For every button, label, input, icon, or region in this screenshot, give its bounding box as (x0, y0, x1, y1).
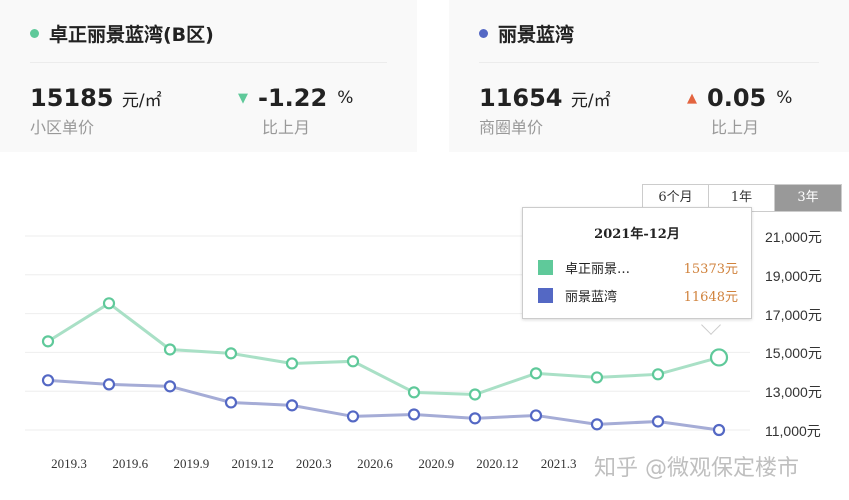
tooltip-series-name: 丽景蓝湾 (565, 290, 618, 305)
divider (30, 62, 387, 63)
series-dot-icon (30, 29, 39, 38)
card-title: 丽景蓝湾 (498, 24, 575, 46)
data-point[interactable] (529, 409, 543, 422)
tooltip: 2021年-12月 卓正丽景… 15373元 丽景蓝湾 11648元 (522, 207, 752, 319)
tooltip-title: 2021年-12月 (594, 227, 680, 242)
data-point[interactable] (468, 412, 482, 425)
change-label: 比上月 (711, 118, 760, 137)
data-point[interactable] (590, 418, 604, 431)
up-arrow-icon: ▲ (687, 90, 697, 106)
data-point[interactable] (41, 335, 55, 348)
x-tick-label: 2019.9 (173, 456, 210, 471)
data-point[interactable] (709, 348, 729, 367)
series-line (47, 301, 720, 397)
x-tick-label: 2021.3 (540, 456, 577, 471)
down-arrow-icon: ▼ (238, 90, 248, 106)
x-tick-label: 2020.12 (476, 456, 519, 471)
tooltip-series-value: 11648元 (683, 290, 738, 305)
legend-swatch-icon (538, 288, 553, 303)
x-tick-label: 2020.6 (357, 456, 393, 471)
data-point[interactable] (346, 410, 360, 423)
change-pct: % (337, 88, 354, 108)
data-point[interactable] (529, 367, 543, 380)
price-label: 小区单价 (30, 118, 95, 137)
change-label: 比上月 (262, 118, 311, 137)
price-value: 11654 (479, 84, 563, 112)
data-point[interactable] (407, 386, 421, 399)
x-tick-label: 2019.6 (112, 456, 149, 471)
change-value: 0.05 (707, 84, 767, 112)
divider (479, 62, 819, 63)
data-point[interactable] (407, 408, 421, 421)
data-point[interactable] (651, 415, 665, 428)
y-tick-label: 13,000元 (765, 384, 822, 401)
tab-1-year[interactable]: 1年 (709, 185, 775, 211)
price-label: 商圈单价 (479, 118, 544, 137)
y-tick-label: 21,000元 (765, 229, 822, 245)
price-unit: 元/㎡ (570, 91, 611, 111)
data-point[interactable] (285, 357, 299, 370)
summary-card-1: 卓正丽景蓝湾(B区) 15185 元/㎡ 小区单价 ▼ -1.22% 比上月 (0, 0, 417, 152)
legend-swatch-icon (538, 260, 553, 275)
x-tick-label: 2020.9 (418, 456, 455, 471)
tab-3-years[interactable]: 3年 (775, 185, 841, 211)
y-tick-label: 11,000元 (765, 423, 821, 439)
data-point[interactable] (163, 343, 177, 356)
data-point[interactable] (163, 380, 177, 393)
data-point[interactable] (590, 371, 604, 384)
watermark: 知乎 @微观保定楼市 (594, 456, 799, 481)
tooltip-series-name: 卓正丽景… (565, 262, 631, 277)
change-pct: % (776, 88, 793, 108)
data-point[interactable] (285, 399, 299, 412)
x-tick-label: 2019.3 (51, 456, 87, 471)
y-tick-label: 17,000元 (765, 306, 822, 323)
data-point[interactable] (224, 396, 238, 409)
data-point[interactable] (651, 368, 665, 381)
tab-6-months[interactable]: 6个月 (643, 185, 709, 211)
data-point[interactable] (712, 423, 726, 437)
summary-card-2: 丽景蓝湾 11654 元/㎡ 商圈单价 ▲ 0.05% 比上月 (449, 0, 849, 152)
change-value: -1.22 (258, 84, 328, 112)
data-point[interactable] (224, 347, 238, 360)
price-value: 15185 (30, 84, 114, 112)
series-line (47, 378, 720, 432)
card-title: 卓正丽景蓝湾(B区) (49, 24, 214, 46)
x-tick-label: 2019.12 (231, 456, 274, 471)
series-dot-icon (479, 29, 488, 38)
y-tick-label: 15,000元 (765, 345, 822, 362)
y-tick-label: 19,000元 (765, 267, 822, 284)
data-point[interactable] (102, 297, 116, 310)
price-unit: 元/㎡ (121, 91, 162, 111)
tooltip-series-value: 15373元 (683, 262, 738, 277)
data-point[interactable] (41, 374, 55, 387)
data-point[interactable] (468, 388, 482, 401)
data-point[interactable] (102, 378, 116, 391)
x-tick-label: 2020.3 (295, 456, 332, 471)
data-point[interactable] (346, 355, 360, 368)
